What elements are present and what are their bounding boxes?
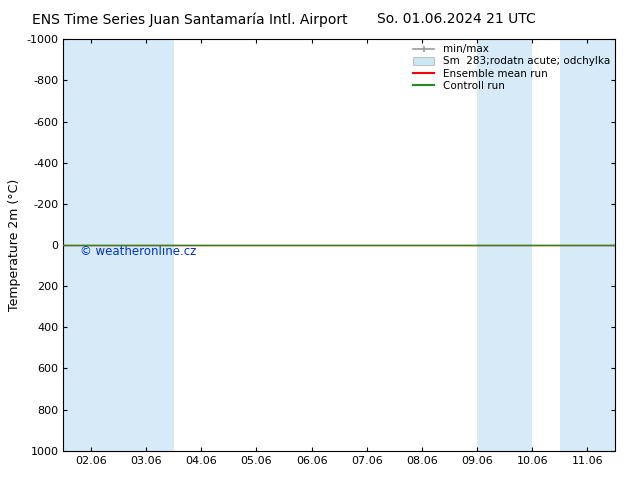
Text: So. 01.06.2024 21 UTC: So. 01.06.2024 21 UTC [377,12,536,26]
Bar [119,39,174,451]
Y-axis label: Temperature 2m (°C): Temperature 2m (°C) [8,179,21,311]
Bar [560,39,615,451]
Text: ENS Time Series Juan Santamaría Intl. Airport: ENS Time Series Juan Santamaría Intl. Ai… [32,12,348,27]
Bar [63,39,119,451]
Bar [477,39,533,451]
Text: © weatheronline.cz: © weatheronline.cz [80,245,197,258]
Legend: min/max, Sm  283;rodatn acute; odchylka, Ensemble mean run, Controll run: min/max, Sm 283;rodatn acute; odchylka, … [410,41,613,94]
